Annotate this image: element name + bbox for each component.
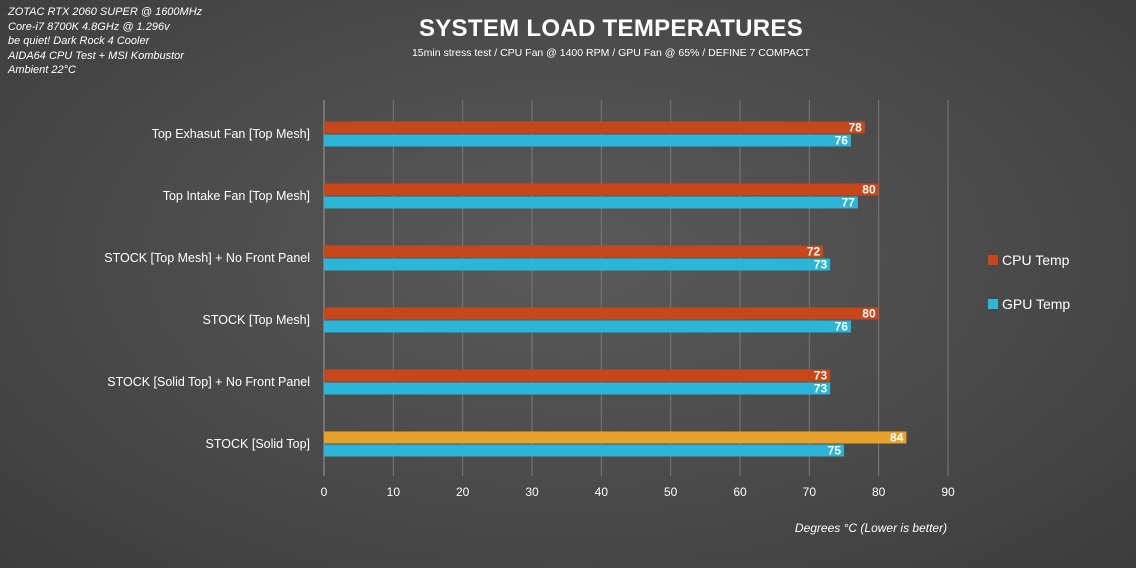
note-line: be quiet! Dark Rock 4 Cooler xyxy=(8,35,150,47)
data-label-gpu: 75 xyxy=(828,444,842,458)
legend-swatch-gpu xyxy=(988,299,998,309)
x-tick-label: 60 xyxy=(733,485,747,499)
data-label-cpu: 80 xyxy=(862,183,876,197)
data-label-gpu: 76 xyxy=(835,134,849,148)
note-line: Ambient 22°C xyxy=(8,64,76,76)
bar-cpu-temp xyxy=(324,307,879,320)
legend-label-cpu: CPU Temp xyxy=(1002,252,1070,268)
bar-gpu-temp xyxy=(324,258,831,271)
bar-gpu-temp xyxy=(324,382,831,395)
data-label-gpu: 73 xyxy=(814,382,828,396)
x-tick-label: 10 xyxy=(387,485,401,499)
chart-title: SYSTEM LOAD TEMPERATURES xyxy=(418,15,804,42)
x-tick-label: 80 xyxy=(872,485,886,499)
legend-item-cpu: CPU Temp xyxy=(988,252,1069,268)
bar-cpu-temp xyxy=(324,183,879,196)
bar-cpu-temp xyxy=(324,121,865,134)
bar-cpu-temp xyxy=(324,369,831,382)
bar-cpu-temp xyxy=(324,245,824,258)
bar-gpu-temp xyxy=(324,444,844,457)
x-axis-label: Degrees °C (Lower is better) xyxy=(794,521,948,535)
x-tick-label: 30 xyxy=(525,485,539,499)
x-tick-label: 20 xyxy=(456,485,470,499)
test-notes: ZOTAC RTX 2060 SUPER @ 1600MHz Core-i7 8… xyxy=(8,5,202,78)
category-label: Top Intake Fan [Top Mesh] xyxy=(163,189,310,203)
bar-gpu-temp xyxy=(324,134,851,147)
data-label-cpu: 72 xyxy=(807,245,821,259)
note-line: ZOTAC RTX 2060 SUPER @ 1600MHz xyxy=(8,6,203,18)
x-tick-label: 0 xyxy=(321,485,328,499)
data-label-cpu: 73 xyxy=(814,369,828,383)
x-tick-label: 70 xyxy=(803,485,817,499)
category-label: STOCK [Solid Top] + No Front Panel xyxy=(107,375,310,389)
category-label: STOCK [Top Mesh] + No Front Panel xyxy=(104,251,310,265)
legend-swatch-cpu xyxy=(988,255,998,265)
x-tick-label: 50 xyxy=(664,485,678,499)
category-label: STOCK [Solid Top] xyxy=(206,437,310,451)
data-label-gpu: 76 xyxy=(835,320,849,334)
data-label-cpu: 84 xyxy=(890,431,904,445)
data-label-cpu: 78 xyxy=(848,121,862,135)
bar-gpu-temp xyxy=(324,196,858,209)
legend-item-gpu: GPU Temp xyxy=(988,296,1070,312)
chart-subtitle: 15min stress test / CPU Fan @ 1400 RPM /… xyxy=(411,47,811,59)
data-label-gpu: 77 xyxy=(842,196,856,210)
category-label: Top Exhasut Fan [Top Mesh] xyxy=(152,127,310,141)
legend-label-gpu: GPU Temp xyxy=(1002,296,1071,312)
bar-cpu-temp xyxy=(324,431,907,444)
note-line: AIDA64 CPU Test + MSI Kombustor xyxy=(8,49,184,62)
note-line: Core-i7 8700K 4.8GHz @ 1.296v xyxy=(8,20,170,33)
category-label: STOCK [Top Mesh] xyxy=(203,313,310,327)
x-tick-label: 40 xyxy=(595,485,609,499)
x-tick-label: 90 xyxy=(941,485,955,499)
data-label-cpu: 80 xyxy=(862,307,876,321)
data-label-gpu: 73 xyxy=(814,258,828,272)
bar-gpu-temp xyxy=(324,320,851,333)
